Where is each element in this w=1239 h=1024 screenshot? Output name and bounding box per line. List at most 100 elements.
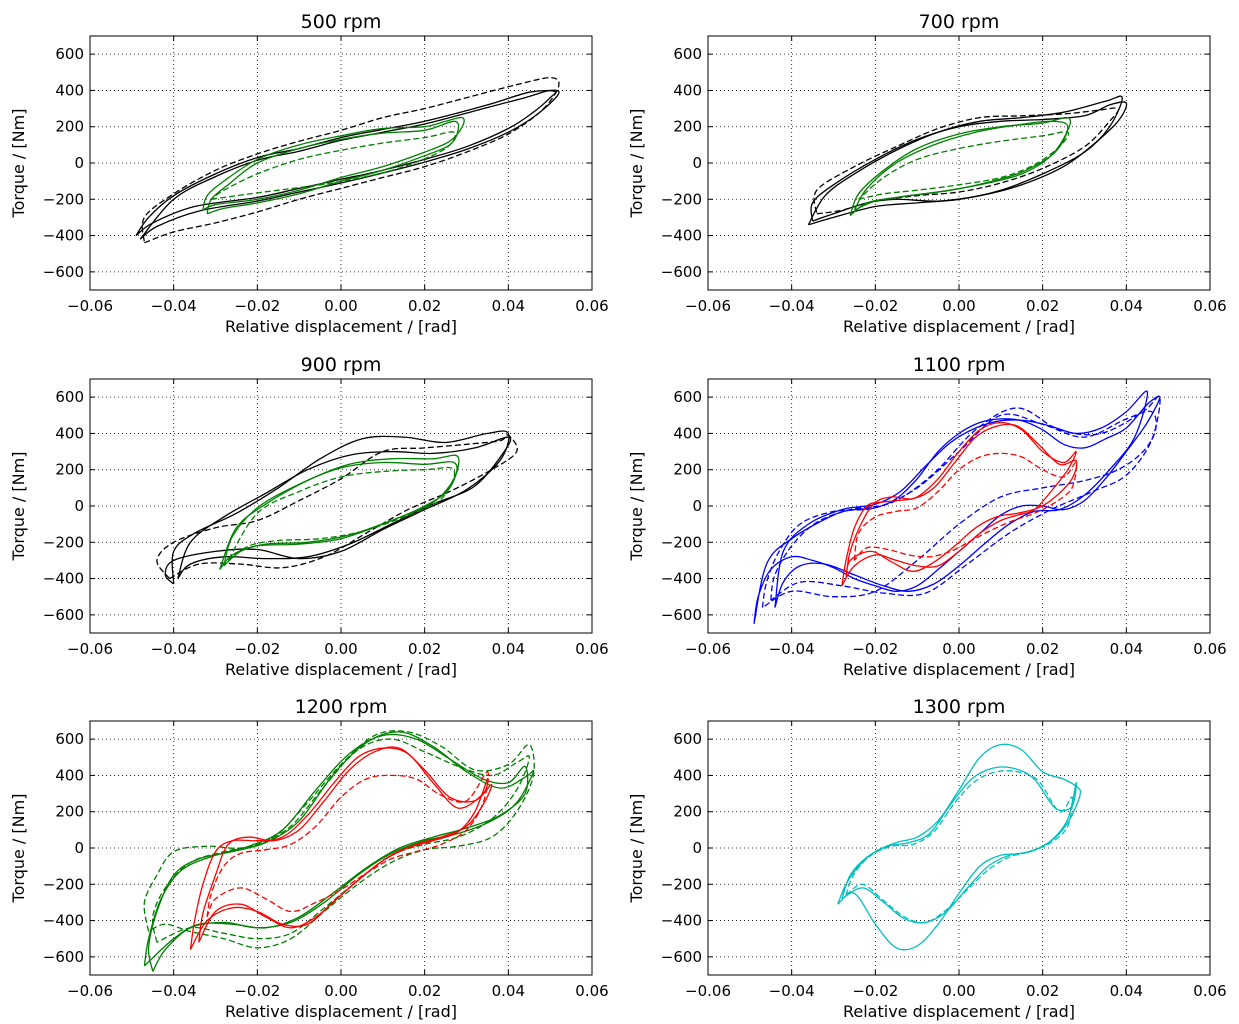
x-tick-label: 0.02 — [1026, 640, 1059, 658]
y-axis-label: Torque / [Nm] — [9, 452, 28, 562]
axes-frame — [707, 35, 1211, 291]
x-tick-label: −0.06 — [685, 982, 731, 1000]
y-tick-label: −600 — [661, 606, 702, 624]
series-line-4 — [770, 395, 1161, 601]
x-tick-label: −0.04 — [769, 640, 815, 658]
series-line-5 — [841, 421, 1077, 587]
y-tick-label: −600 — [661, 263, 702, 281]
x-tick-label: −0.06 — [685, 297, 731, 315]
y-tick-label: 400 — [673, 81, 702, 99]
x-tick-label: −0.02 — [852, 640, 898, 658]
y-tick-label: 600 — [55, 388, 84, 406]
series-line-3 — [143, 730, 535, 949]
x-tick-label: 0.06 — [575, 297, 608, 315]
x-tick-label: 0.02 — [408, 297, 441, 315]
y-tick-label: 600 — [673, 45, 702, 63]
series-line-7 — [206, 771, 490, 918]
x-tick-label: −0.02 — [234, 640, 280, 658]
series-line-7 — [853, 452, 1078, 561]
x-tick-label: −0.04 — [151, 640, 197, 658]
y-tick-label: −200 — [661, 533, 702, 551]
y-axis-label: Torque / [Nm] — [9, 794, 28, 904]
x-tick-label: −0.04 — [151, 982, 197, 1000]
x-tick-label: −0.02 — [234, 297, 280, 315]
x-tick-label: 0.04 — [1110, 982, 1143, 1000]
plot-area — [90, 721, 592, 975]
y-tick-label: 200 — [673, 118, 702, 136]
x-tick-label: −0.06 — [685, 640, 731, 658]
y-tick-label: 0 — [692, 154, 702, 172]
y-tick-label: 200 — [55, 118, 84, 136]
y-tick-label: −200 — [661, 190, 702, 208]
series-line-3 — [761, 410, 1157, 609]
series-line-3 — [156, 434, 518, 580]
y-tick-label: −600 — [43, 606, 84, 624]
series-group — [143, 730, 535, 972]
x-tick-label: 0.02 — [1026, 982, 1059, 1000]
x-axis-label: Relative displacement / [rad] — [225, 660, 457, 679]
y-tick-label: −400 — [661, 912, 702, 930]
x-tick-label: 0.06 — [1193, 640, 1226, 658]
series-line-5 — [853, 120, 1069, 211]
y-tick-label: 400 — [673, 766, 702, 784]
subplot-6: −0.06 −0.04 −0.02 0.00 0.02 0.04 0.06 600 400 200… — [627, 696, 1227, 1021]
subplot-title: 1100 rpm — [913, 354, 1006, 376]
y-tick-label: −200 — [43, 533, 84, 551]
x-tick-label: 0.04 — [492, 297, 525, 315]
series-line-4 — [202, 116, 465, 211]
x-axis-label: Relative displacement / [rad] — [225, 1002, 457, 1021]
subplot-title: 900 rpm — [301, 354, 382, 376]
y-tick-label: 0 — [74, 839, 84, 857]
series-line-2 — [807, 95, 1123, 226]
series-line-6 — [858, 131, 1070, 200]
subplot-title: 1300 rpm — [913, 696, 1006, 718]
y-tick-label: 600 — [55, 45, 84, 63]
x-tick-label: 0.02 — [1026, 297, 1059, 315]
x-tick-label: −0.06 — [67, 640, 113, 658]
y-axis-label: Torque / [Nm] — [9, 109, 28, 219]
y-tick-label: −400 — [661, 227, 702, 245]
x-tick-label: 0.00 — [942, 640, 975, 658]
y-tick-label: 400 — [55, 81, 84, 99]
series-group — [753, 390, 1161, 625]
subplot-2: −0.06 −0.04 −0.02 0.00 0.02 0.04 0.06 600 400 200… — [627, 11, 1227, 336]
x-tick-label: −0.04 — [769, 982, 815, 1000]
subplot-1: −0.06 −0.04 −0.02 0.00 0.02 0.04 0.06 600 400 200… — [9, 11, 609, 336]
x-tick-label: 0.06 — [575, 982, 608, 1000]
x-tick-label: 0.04 — [492, 982, 525, 1000]
x-axis-label: Relative displacement / [rad] — [843, 660, 1075, 679]
x-tick-label: −0.04 — [769, 297, 815, 315]
axes-frame — [707, 378, 1211, 634]
y-tick-label: −200 — [661, 875, 702, 893]
y-tick-label: 400 — [55, 424, 84, 442]
series-group — [807, 95, 1128, 226]
x-tick-label: 0.00 — [324, 640, 357, 658]
series-line-3 — [813, 107, 1120, 215]
plot-area — [708, 36, 1210, 290]
series-line-3 — [845, 770, 1074, 924]
y-tick-label: 400 — [55, 766, 84, 784]
y-tick-label: −400 — [43, 227, 84, 245]
series-line-6 — [198, 746, 493, 943]
plot-area — [90, 379, 592, 633]
axes-frame — [89, 720, 593, 976]
y-tick-label: −400 — [43, 912, 84, 930]
y-tick-label: 400 — [673, 424, 702, 442]
axes-frame — [89, 35, 593, 291]
series-line-1 — [810, 101, 1128, 222]
series-line-1 — [837, 743, 1082, 951]
y-tick-label: 0 — [692, 839, 702, 857]
y-tick-label: −400 — [43, 570, 84, 588]
plot-area — [708, 721, 1210, 975]
subplot-title: 500 rpm — [301, 11, 382, 33]
x-tick-label: 0.00 — [942, 982, 975, 1000]
y-tick-label: 200 — [673, 461, 702, 479]
subplot-5: −0.06 −0.04 −0.02 0.00 0.02 0.04 0.06 600 400 200… — [9, 696, 609, 1021]
y-tick-label: 600 — [673, 388, 702, 406]
y-axis-label: Torque / [Nm] — [627, 109, 646, 219]
x-tick-label: −0.02 — [852, 297, 898, 315]
series-line-6 — [210, 131, 456, 200]
x-tick-label: −0.04 — [151, 297, 197, 315]
y-tick-label: −400 — [661, 570, 702, 588]
